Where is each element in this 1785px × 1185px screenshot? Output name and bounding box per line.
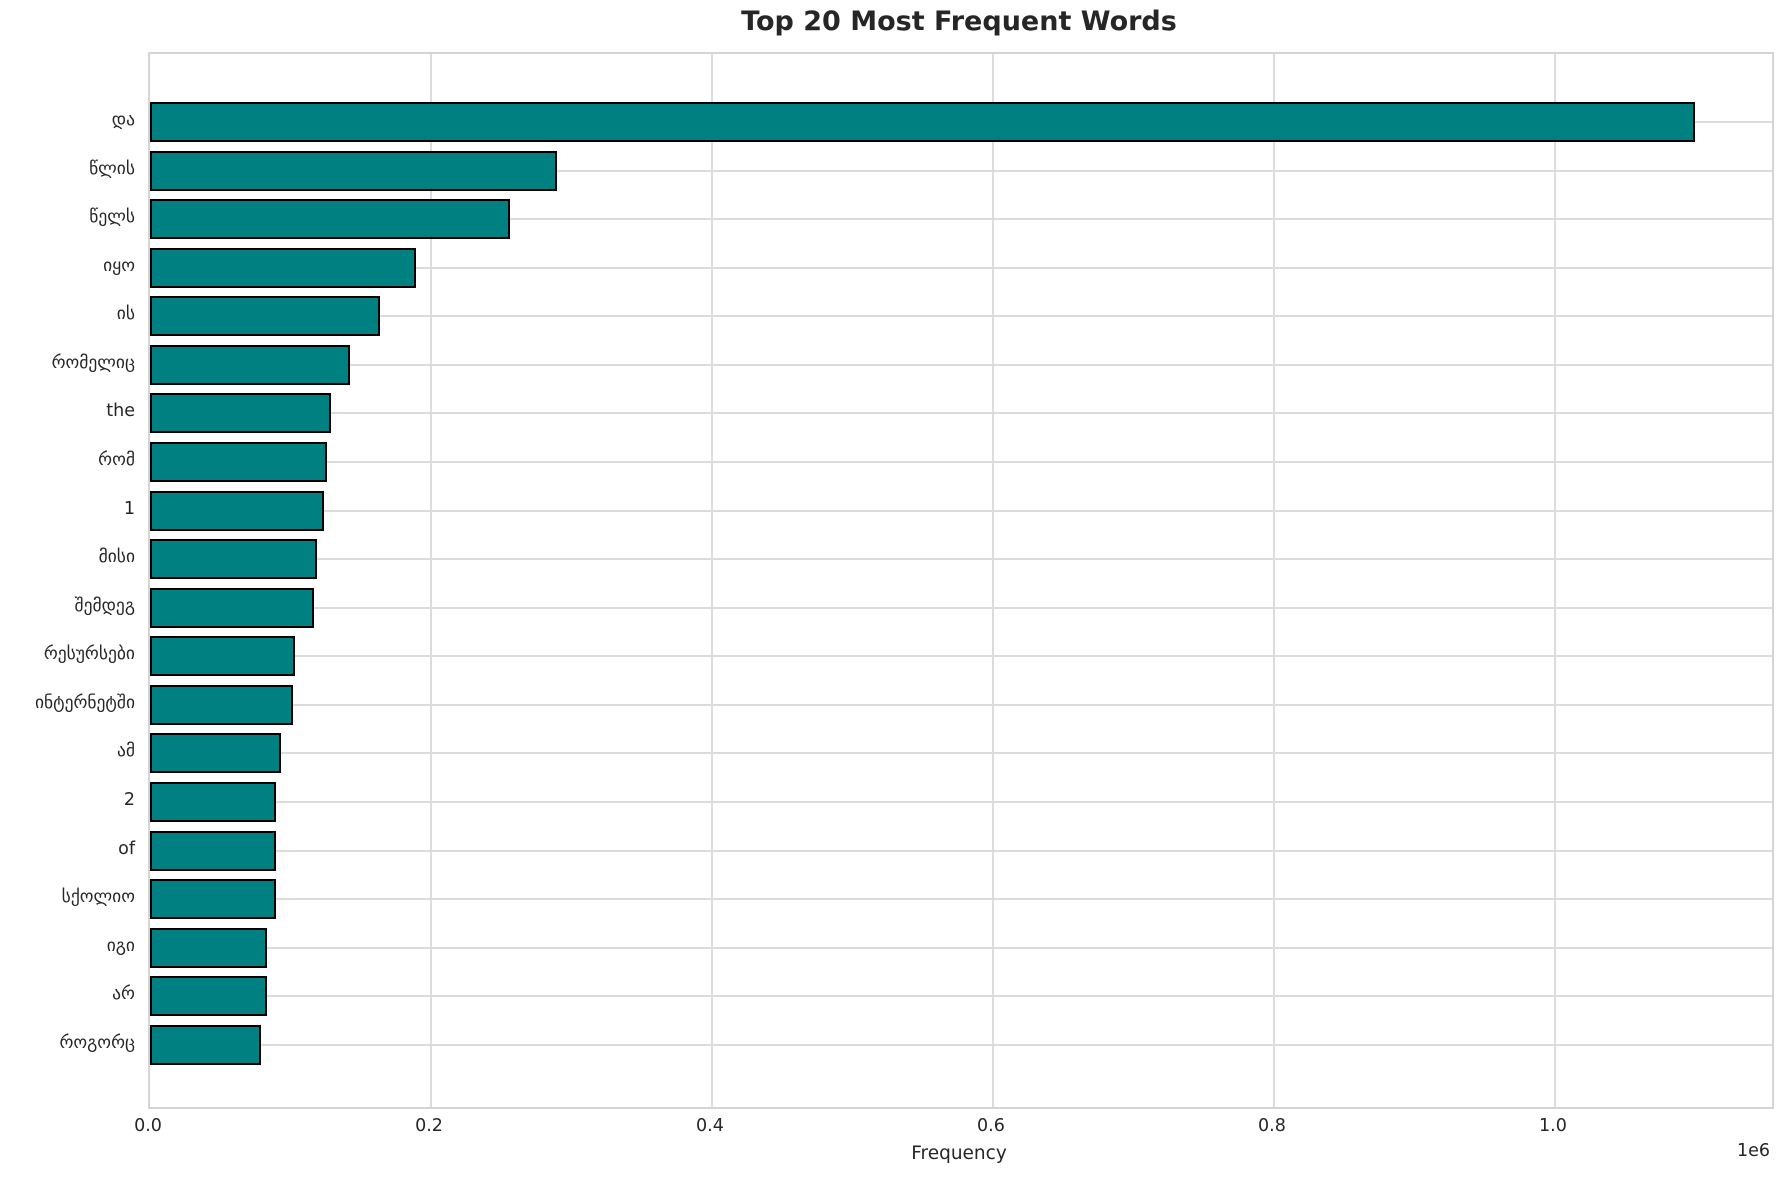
y-gridline (150, 169, 1772, 172)
y-tick-label: წლის (89, 158, 135, 179)
x-gridline (429, 54, 432, 1107)
bar (150, 199, 510, 240)
x-tick-label: 0.6 (977, 1116, 1005, 1136)
y-tick-label: of (118, 838, 135, 859)
bar (150, 441, 328, 482)
bar (150, 344, 350, 385)
x-tick-label: 0.2 (415, 1116, 443, 1136)
x-tick-label: 0.8 (1258, 1116, 1286, 1136)
bar (150, 102, 1696, 142)
y-tick-label: იგი (106, 935, 135, 956)
y-gridline (150, 509, 1772, 512)
bar (150, 684, 294, 725)
plot-area (148, 52, 1774, 1109)
y-tick-label: the (106, 401, 135, 422)
x-gridline (1272, 54, 1275, 1107)
chart-title: Top 20 Most Frequent Words (741, 6, 1177, 37)
y-gridline (150, 1043, 1772, 1046)
y-gridline (150, 218, 1772, 221)
y-tick-label: იყო (103, 255, 135, 276)
y-tick-label: სქოლიო (61, 887, 135, 908)
y-gridline (150, 315, 1772, 318)
y-tick-label: როგორც (59, 1032, 135, 1053)
bar (150, 830, 277, 871)
bar (150, 296, 381, 337)
y-gridline (150, 266, 1772, 269)
x-axis-label: Frequency (911, 1143, 1007, 1164)
y-tick-label: მისი (98, 547, 135, 568)
axis-offset-text: 1e6 (1736, 1141, 1770, 1161)
bar (150, 636, 295, 677)
y-gridline (150, 995, 1772, 998)
y-gridline (150, 898, 1772, 901)
y-gridline (150, 606, 1772, 609)
y-tick-label: და (111, 110, 135, 130)
bar (150, 879, 276, 920)
y-tick-label: 2 (123, 789, 135, 810)
bar (150, 976, 267, 1017)
y-gridline (150, 412, 1772, 415)
x-tick-label: 1.0 (1539, 1116, 1567, 1136)
y-tick-label: რესურსები (43, 644, 135, 665)
x-gridline (991, 54, 994, 1107)
x-tick-label: 0.0 (134, 1116, 162, 1136)
y-tick-label: არ (112, 984, 135, 1005)
bar (150, 1024, 261, 1065)
y-gridline (150, 752, 1772, 755)
y-tick-label: წელს (89, 207, 135, 228)
y-gridline (150, 655, 1772, 658)
y-gridline (150, 363, 1772, 366)
bar (150, 781, 277, 822)
bar (150, 927, 268, 968)
bar (150, 539, 318, 580)
bar (150, 150, 558, 191)
y-gridline (150, 558, 1772, 561)
y-gridline (150, 800, 1772, 803)
y-gridline (150, 460, 1772, 463)
x-gridline (1553, 54, 1556, 1107)
y-tick-label: ის (116, 304, 135, 325)
y-tick-label: რომ (98, 449, 135, 470)
y-tick-label: ამ (116, 741, 135, 762)
y-gridline (150, 946, 1772, 949)
y-tick-label: რომელიც (51, 352, 135, 373)
y-tick-label: ინტერნეტში (34, 692, 135, 713)
y-tick-label: 1 (123, 498, 135, 519)
y-gridline (150, 849, 1772, 852)
bar (150, 393, 332, 434)
bar (150, 490, 325, 531)
x-tick-label: 0.4 (696, 1116, 724, 1136)
bar (150, 247, 416, 288)
bar (150, 587, 315, 628)
x-gridline (710, 54, 713, 1107)
bar (150, 733, 281, 774)
y-gridline (150, 703, 1772, 706)
y-tick-label: შემდეგ (74, 595, 135, 616)
